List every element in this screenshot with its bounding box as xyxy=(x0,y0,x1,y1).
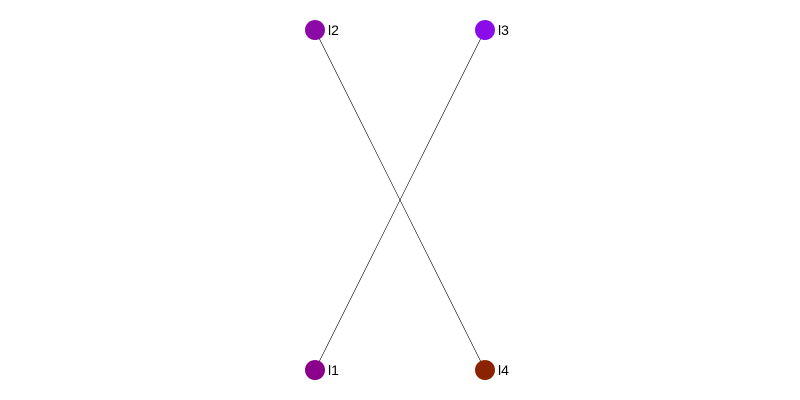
node-l1-label: l1 xyxy=(328,362,339,378)
node-l3-label: l3 xyxy=(498,22,509,38)
node-l4-label: l4 xyxy=(498,362,509,378)
node-l2[interactable]: l2 xyxy=(305,20,339,40)
edges-layer xyxy=(314,29,486,371)
node-l3[interactable]: l3 xyxy=(475,20,509,40)
node-l3-circle xyxy=(475,20,495,40)
node-l2-label: l2 xyxy=(328,22,339,38)
edge-l3-l1 xyxy=(314,29,486,371)
node-l4[interactable]: l4 xyxy=(475,360,509,380)
node-l1[interactable]: l1 xyxy=(305,360,339,380)
node-l1-circle xyxy=(305,360,325,380)
node-l2-circle xyxy=(305,20,325,40)
nodes-layer: l2 l3 l1 l4 xyxy=(305,20,509,380)
node-l4-circle xyxy=(475,360,495,380)
